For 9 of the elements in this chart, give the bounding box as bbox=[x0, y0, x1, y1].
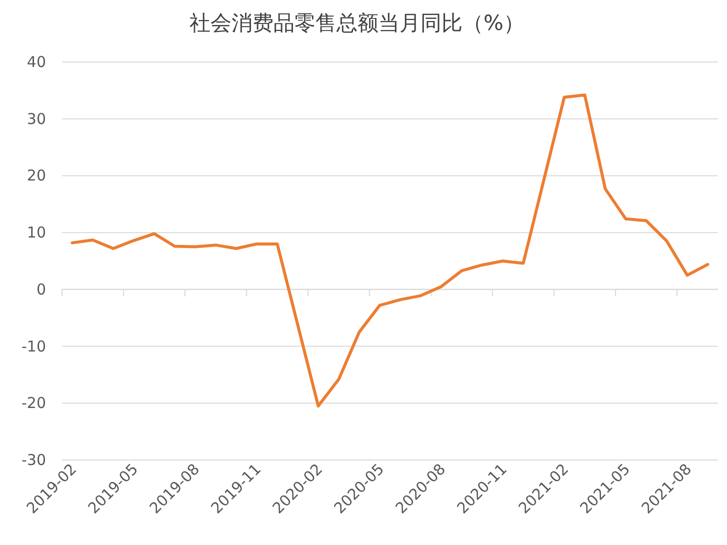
y-tick-label: 0 bbox=[36, 280, 46, 298]
y-tick-label: 20 bbox=[26, 166, 46, 185]
y-tick-label: 30 bbox=[26, 110, 46, 128]
title: 社会消费品零售总额当月同比（%） bbox=[190, 11, 524, 35]
y-tick-label: -20 bbox=[22, 394, 46, 412]
y-tick-label: -30 bbox=[22, 451, 46, 469]
y-tick-label: 40 bbox=[26, 53, 46, 71]
y-tick-label: -10 bbox=[22, 337, 46, 356]
y-tick-label: 10 bbox=[26, 224, 46, 242]
